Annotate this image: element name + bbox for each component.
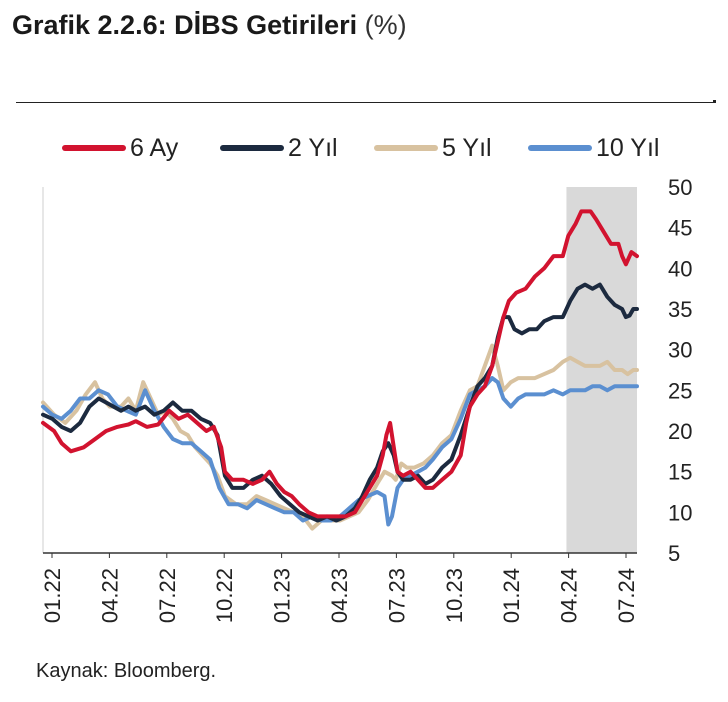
title-divider <box>16 102 714 103</box>
legend-item-10yil: 10 Yıl <box>528 130 659 166</box>
y-tick-label: 40 <box>668 256 692 281</box>
legend-label: 2 Yıl <box>288 133 338 162</box>
chart-title: Grafik 2.2.6: DİBS Getirileri (%) <box>12 10 407 41</box>
series-line-3 <box>41 343 639 531</box>
x-tick-label: 07.23 <box>384 568 409 623</box>
series-line-1 <box>41 209 639 519</box>
legend-swatch <box>62 145 126 151</box>
divider-end-dot <box>713 100 716 103</box>
series-line-4 <box>41 376 639 527</box>
source-note: Kaynak: Bloomberg. <box>36 660 217 682</box>
legend-swatch <box>374 145 438 151</box>
legend-item-6ay: 6 Ay <box>62 130 178 166</box>
y-tick-label: 5 <box>668 541 680 566</box>
legend-swatch <box>528 145 592 151</box>
y-tick-label: 10 <box>668 500 692 525</box>
x-tick-label: 07.24 <box>614 568 639 623</box>
x-tick-label: 04.22 <box>97 568 122 623</box>
x-tick-label: 01.23 <box>270 568 295 623</box>
x-tick-label: 04.23 <box>327 568 352 623</box>
x-tick-label: 07.22 <box>155 568 180 623</box>
x-tick-label: 01.22 <box>40 568 65 623</box>
y-tick-label: 20 <box>668 419 692 444</box>
series-line-2 <box>41 282 639 523</box>
legend-item-2yil: 2 Yıl <box>220 130 338 166</box>
legend-label: 5 Yıl <box>442 133 492 162</box>
legend-item-5yil: 5 Yıl <box>374 130 492 166</box>
y-tick-label: 25 <box>668 378 692 403</box>
y-tick-label: 45 <box>668 216 692 241</box>
legend-label: 10 Yıl <box>596 133 660 162</box>
y-tick-label: 35 <box>668 297 692 322</box>
x-tick-label: 04.24 <box>557 568 582 623</box>
legend-label: 6 Ay <box>130 133 179 162</box>
shaded-period <box>566 187 637 553</box>
chart-title-main: Grafik 2.2.6: DİBS Getirileri <box>12 10 358 40</box>
legend-swatch <box>220 145 284 151</box>
y-tick-label: 30 <box>668 338 692 363</box>
y-tick-label: 50 <box>668 175 692 200</box>
chart-title-unit: (%) <box>364 10 407 40</box>
x-tick-label: 10.23 <box>442 568 467 623</box>
y-tick-label: 15 <box>668 460 692 485</box>
x-tick-label: 10.22 <box>212 568 237 623</box>
x-tick-label: 01.24 <box>499 568 524 623</box>
